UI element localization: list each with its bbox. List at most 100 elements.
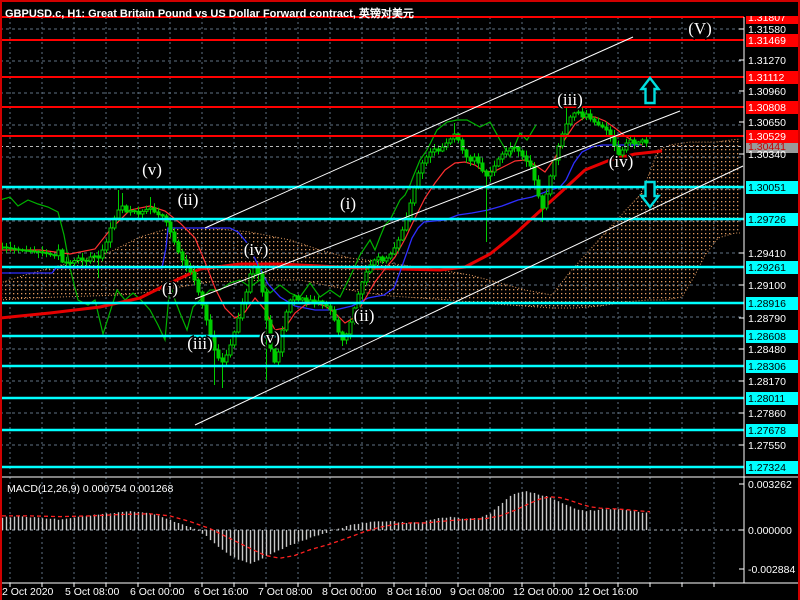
candle-body <box>348 321 353 335</box>
current-price-label: 1.30441 <box>748 141 786 153</box>
candle-body <box>332 309 337 321</box>
candle-body <box>376 256 381 261</box>
candle-body <box>620 149 625 156</box>
time-axis-label: 8 Oct 16:00 <box>387 586 441 598</box>
time-axis[interactable]: 2 Oct 2020 5 Oct 08:00 6 Oct 00:00 6 Oct 16… <box>2 583 715 598</box>
candle-body <box>228 344 233 356</box>
candle-body <box>284 311 289 331</box>
candle-body <box>24 249 29 252</box>
price-axis-label: 1.28790 <box>748 313 786 325</box>
candle-body <box>100 249 105 259</box>
candle-body <box>288 299 293 313</box>
resistance-price-label: 1.31112 <box>748 72 785 84</box>
candle-body <box>388 253 393 259</box>
candle-body <box>156 211 161 216</box>
candle-body <box>120 205 125 211</box>
candle-body <box>44 252 49 255</box>
senkou-span-b <box>0 232 740 309</box>
candle-body <box>412 187 417 204</box>
wave-label[interactable]: (iv) <box>242 238 270 260</box>
wave-labels: (V) (iii) (iv) (v) (ii) (i) (iv) (i) (ii) (v) (iii… <box>141 17 714 354</box>
candle-body <box>172 231 177 243</box>
candle-body <box>352 307 357 323</box>
candle-body <box>424 156 429 164</box>
candle-body <box>296 295 301 301</box>
candle-body <box>584 113 589 118</box>
candle-body <box>528 160 533 167</box>
price-axis-label: 1.29100 <box>748 280 786 292</box>
macd-axis-label: -0.002884 <box>748 564 795 576</box>
wave-label[interactable]: (i) <box>160 277 179 299</box>
candle-body <box>12 247 17 250</box>
wave-label[interactable]: (V) <box>687 17 714 39</box>
wave-label[interactable]: (ii) <box>352 304 376 326</box>
candle-body <box>96 255 101 259</box>
candle-body <box>544 193 549 209</box>
wave-label[interactable]: (ii) <box>176 188 200 210</box>
candle-body <box>32 250 37 253</box>
support-price-label-bg <box>746 461 798 474</box>
candle-body <box>48 253 53 256</box>
arrow-down-icon[interactable] <box>639 180 661 209</box>
wave-label[interactable]: (i) <box>338 192 357 214</box>
support-price-label: 1.29261 <box>748 262 786 274</box>
macd-axis-label: 0.003262 <box>748 479 792 491</box>
candle-body <box>488 171 493 177</box>
support-price-label: 1.28306 <box>748 361 786 373</box>
macd-panel: MACD(12,26,9) 0.000754 0.001268 <box>0 483 744 564</box>
price-axis-label: 1.31580 <box>748 24 786 36</box>
support-price-label-bg <box>746 213 798 226</box>
resistance-price-label-bg <box>746 130 798 143</box>
candle-body <box>640 139 645 143</box>
resistance-price-label-bg <box>746 101 798 114</box>
support-price-label: 1.28916 <box>748 298 786 310</box>
candle-body <box>592 118 597 123</box>
arrow-up-icon[interactable] <box>639 76 661 105</box>
candle-body <box>292 295 297 301</box>
price-axis[interactable]: 1.30441 1.31580 1.31270 1.30960 1.30650 1.303… <box>739 11 798 576</box>
time-axis-label: 2 Oct 2020 <box>2 586 54 598</box>
price-axis-label: 1.30340 <box>748 149 786 161</box>
wave-label[interactable]: (v) <box>259 326 282 348</box>
candle-body <box>364 271 369 283</box>
candle-body <box>148 207 153 210</box>
candle-body <box>80 257 85 261</box>
candle-body <box>40 251 45 254</box>
candle-body <box>492 165 497 173</box>
candle-body <box>636 141 641 145</box>
wave-label[interactable]: (iii) <box>186 332 215 354</box>
trendline[interactable] <box>194 165 744 426</box>
candle-body <box>568 116 573 125</box>
support-price-label-bg <box>746 424 798 437</box>
trend-channel <box>194 36 744 426</box>
trendline[interactable] <box>194 110 681 300</box>
candle-body <box>152 207 157 213</box>
candle-body <box>380 256 385 262</box>
candle-body <box>576 111 581 114</box>
trendline[interactable] <box>204 36 634 229</box>
candle-body <box>128 210 133 213</box>
candle-body <box>596 121 601 126</box>
candle-body <box>304 297 309 303</box>
candle-body <box>532 165 537 181</box>
wave-label[interactable]: (iv) <box>607 150 635 172</box>
candle-body <box>496 158 501 167</box>
support-price-label-bg <box>746 360 798 373</box>
candle-body <box>232 331 237 346</box>
candle-body <box>248 273 253 293</box>
resistance-price-label: 1.30529 <box>748 131 786 143</box>
candle-body <box>8 247 13 250</box>
candle-body <box>384 257 389 262</box>
wave-label[interactable]: (iii) <box>556 88 585 110</box>
candle-body <box>472 156 477 162</box>
time-axis-label: 6 Oct 16:00 <box>194 586 248 598</box>
time-axis-label: 8 Oct 00:00 <box>322 586 376 598</box>
candle-body <box>588 113 593 120</box>
candle-body <box>360 281 365 295</box>
wave-label[interactable]: (v) <box>141 158 164 180</box>
candle-body <box>600 124 605 128</box>
candle-body <box>28 250 33 253</box>
time-axis-label: 12 Oct 16:00 <box>578 586 638 598</box>
